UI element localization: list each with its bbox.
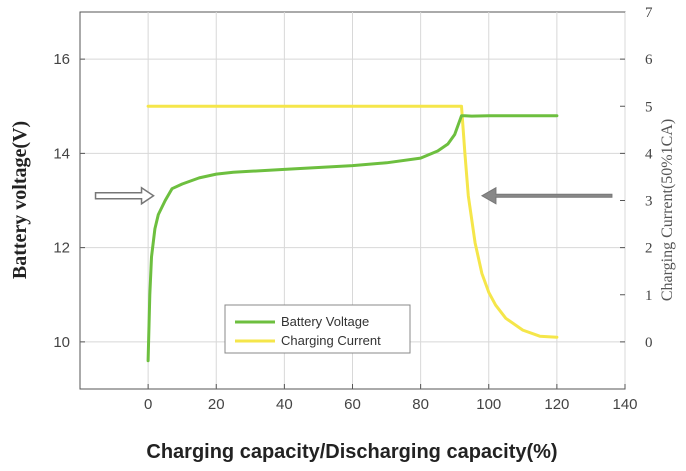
x-tick-label: 80 (412, 396, 429, 413)
y2-axis-ticks: 0 1 2 3 4 5 6 7 (620, 5, 653, 351)
x-tick-label: 120 (544, 396, 569, 413)
y2-tick-label: 1 (645, 288, 653, 304)
series-lines (146, 104, 559, 363)
y-tick-label: 14 (53, 145, 70, 162)
x-tick-label: 0 (144, 396, 152, 413)
x-tick-label: 40 (276, 396, 293, 413)
y-axis-ticks: 10 12 14 16 (53, 51, 85, 351)
arrow-right-annotation (94, 186, 155, 206)
y2-tick-label: 0 (645, 335, 653, 351)
x-tick-label: 100 (476, 396, 501, 413)
y2-tick-label: 7 (645, 5, 653, 21)
x-axis-label: Charging capacity/Discharging capacity(%… (146, 441, 557, 463)
series-line-battery-voltage (146, 114, 559, 363)
y2-tick-label: 3 (645, 194, 653, 210)
y-tick-label: 12 (53, 240, 70, 257)
y2-tick-label: 4 (645, 146, 653, 162)
y2-tick-label: 2 (645, 241, 653, 257)
y2-axis-label: Charging Current(50%1CA) (659, 119, 676, 301)
legend-box (224, 304, 411, 354)
y-axis-label: Battery voltage(V) (9, 121, 31, 279)
y-tick-label: 16 (53, 51, 70, 68)
arrow-left-annotation (480, 186, 613, 205)
legend-label-charging-current: Charging Current (281, 333, 381, 348)
y-tick-label: 10 (53, 334, 70, 351)
x-tick-label: 140 (612, 396, 637, 413)
y2-tick-label: 5 (645, 99, 653, 115)
x-tick-label: 60 (344, 396, 361, 413)
x-tick-label: 20 (208, 396, 225, 413)
y2-tick-label: 6 (645, 52, 653, 68)
legend-label-battery-voltage: Battery Voltage (281, 314, 369, 329)
annotations (94, 186, 613, 206)
legend: Battery Voltage Charging Current (224, 304, 411, 354)
series-line-charging-current (146, 104, 559, 339)
x-axis-ticks: 0 20 40 60 80 100 120 140 (144, 384, 638, 413)
